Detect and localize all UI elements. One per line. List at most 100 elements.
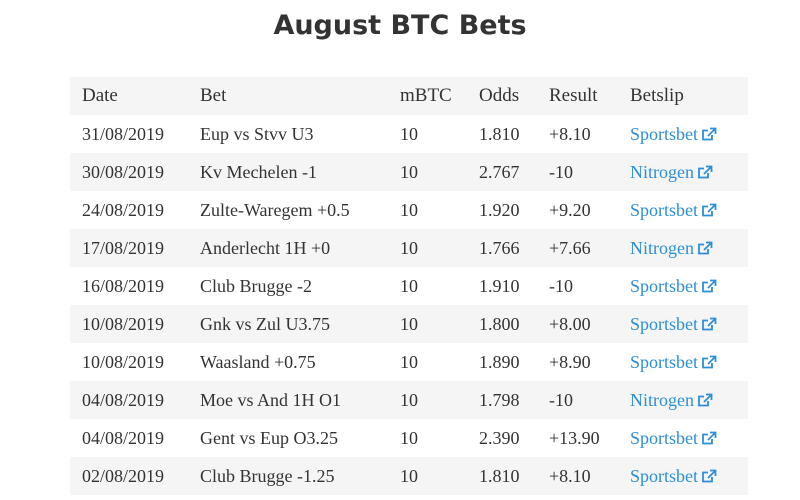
bet-row: 17/08/2019 Anderlecht 1H +0 10 1.766 +7.66 Ni… xyxy=(70,229,748,267)
cell: 2.767 xyxy=(467,153,537,191)
cell: +7.66 xyxy=(537,229,618,267)
betslip-link[interactable]: Nitrogen xyxy=(630,390,713,410)
cell: Eup vs Stvv U3 xyxy=(200,123,314,144)
betslip-text: Sportsbet xyxy=(630,427,699,448)
cell: 30/08/2019 xyxy=(70,153,188,191)
cell: Sportsbet xyxy=(618,267,748,305)
cell: -10 xyxy=(549,275,573,296)
betslip-link[interactable]: Sportsbet xyxy=(630,466,717,486)
cell: Club Brugge -1.25 xyxy=(188,457,388,495)
cell: 10 xyxy=(400,351,418,372)
betslip-link[interactable]: Sportsbet xyxy=(630,428,717,448)
cell: +8.10 xyxy=(537,457,618,495)
page-title: August BTC Bets xyxy=(273,10,527,41)
bet-row: 04/08/2019 Gent vs Eup O3.25 10 2.390 +13.90… xyxy=(70,419,748,457)
cell: 31/08/2019 xyxy=(82,123,165,144)
cell: 16/08/2019 xyxy=(82,275,165,296)
betslip-text: Sportsbet xyxy=(630,351,699,372)
betslip-text: Sportsbet xyxy=(630,275,699,296)
column-header: Betslip xyxy=(618,77,748,115)
cell: +8.10 xyxy=(549,123,591,144)
cell: 17/08/2019 xyxy=(70,229,188,267)
cell: 10/08/2019 xyxy=(70,305,188,343)
column-header: Odds xyxy=(467,77,537,115)
header-row: Date Bet mBTC Odds Result Betslip xyxy=(70,77,748,115)
cell: 2.390 xyxy=(479,427,520,448)
cell: Zulte-Waregem +0.5 xyxy=(200,199,350,220)
external-link-icon xyxy=(702,355,717,368)
betslip-text: Nitrogen xyxy=(630,389,694,410)
cell: +8.90 xyxy=(549,351,591,372)
external-link-icon xyxy=(702,127,717,140)
cell: Club Brugge -2 xyxy=(200,275,312,296)
betslip-text: Sportsbet xyxy=(630,465,699,486)
cell: Waasland +0.75 xyxy=(200,351,316,372)
cell: Nitrogen xyxy=(618,381,748,419)
cell: 1.920 xyxy=(479,199,520,220)
cell: Kv Mechelen -1 xyxy=(188,153,388,191)
betslip-link[interactable]: Nitrogen xyxy=(630,162,713,182)
cell: 1.890 xyxy=(479,351,520,372)
cell: 10 xyxy=(388,457,467,495)
column-header: Result xyxy=(537,77,618,115)
bets-table: Date Bet mBTC Odds Result Betslip 31/08/2019 E… xyxy=(70,77,748,495)
external-link-icon xyxy=(702,203,717,216)
cell: 1.798 xyxy=(467,381,537,419)
cell: +8.00 xyxy=(537,305,618,343)
betslip-link[interactable]: Sportsbet xyxy=(630,200,717,220)
column-header: Date xyxy=(70,77,188,115)
bet-row: 04/08/2019 Moe vs And 1H O1 10 1.798 -10 Nitr… xyxy=(70,381,748,419)
cell: 10 xyxy=(400,427,418,448)
cell: Nitrogen xyxy=(618,153,748,191)
cell: 10 xyxy=(400,123,418,144)
cell: Moe vs And 1H O1 xyxy=(188,381,388,419)
bet-row: 10/08/2019 Gnk vs Zul U3.75 10 1.800 +8.00 Sp… xyxy=(70,305,748,343)
column-header: Bet xyxy=(188,77,388,115)
cell: Gent vs Eup O3.25 xyxy=(200,427,338,448)
cell: 10 xyxy=(388,229,467,267)
betslip-link[interactable]: Sportsbet xyxy=(630,314,717,334)
bet-row: 24/08/2019 Zulte-Waregem +0.5 10 1.920 +9.20… xyxy=(70,191,748,229)
bet-row: 16/08/2019 Club Brugge -2 10 1.910 -10 Sports… xyxy=(70,267,748,305)
betslip-text: Sportsbet xyxy=(630,123,699,144)
cell: 1.910 xyxy=(479,275,520,296)
bet-row: 10/08/2019 Waasland +0.75 10 1.890 +8.90 Spor… xyxy=(70,343,748,381)
betslip-link[interactable]: Nitrogen xyxy=(630,238,713,258)
bet-row: 30/08/2019 Kv Mechelen -1 10 2.767 -10 Nitrog… xyxy=(70,153,748,191)
cell: Nitrogen xyxy=(618,229,748,267)
cell: 1.810 xyxy=(467,457,537,495)
cell: +9.20 xyxy=(549,199,591,220)
external-link-icon xyxy=(702,469,717,482)
column-header: mBTC xyxy=(388,77,467,115)
betslip-text: Nitrogen xyxy=(630,161,694,182)
cell: 02/08/2019 xyxy=(70,457,188,495)
cell: Sportsbet xyxy=(618,191,748,229)
external-link-icon xyxy=(702,431,717,444)
cell: 10 xyxy=(388,153,467,191)
cell: 10 xyxy=(400,275,418,296)
cell: +13.90 xyxy=(549,427,600,448)
cell: -10 xyxy=(537,381,618,419)
betslip-text: Sportsbet xyxy=(630,199,699,220)
cell: Anderlecht 1H +0 xyxy=(188,229,388,267)
external-link-icon xyxy=(698,393,713,406)
cell: Sportsbet xyxy=(618,343,748,381)
cell: Sportsbet xyxy=(618,419,748,457)
betslip-link[interactable]: Sportsbet xyxy=(630,276,717,296)
cell: 1.810 xyxy=(479,123,520,144)
cell: 1.800 xyxy=(467,305,537,343)
external-link-icon xyxy=(698,241,713,254)
bet-row: 02/08/2019 Club Brugge -1.25 10 1.810 +8.10 S… xyxy=(70,457,748,495)
cell: 04/08/2019 xyxy=(82,427,165,448)
external-link-icon xyxy=(702,279,717,292)
betslip-link[interactable]: Sportsbet xyxy=(630,124,717,144)
cell: Sportsbet xyxy=(618,305,748,343)
external-link-icon xyxy=(698,165,713,178)
betslip-link[interactable]: Sportsbet xyxy=(630,352,717,372)
cell: 10 xyxy=(388,381,467,419)
external-link-icon xyxy=(702,317,717,330)
cell: 24/08/2019 xyxy=(82,199,165,220)
cell: Sportsbet xyxy=(618,115,748,153)
cell: 10/08/2019 xyxy=(82,351,165,372)
